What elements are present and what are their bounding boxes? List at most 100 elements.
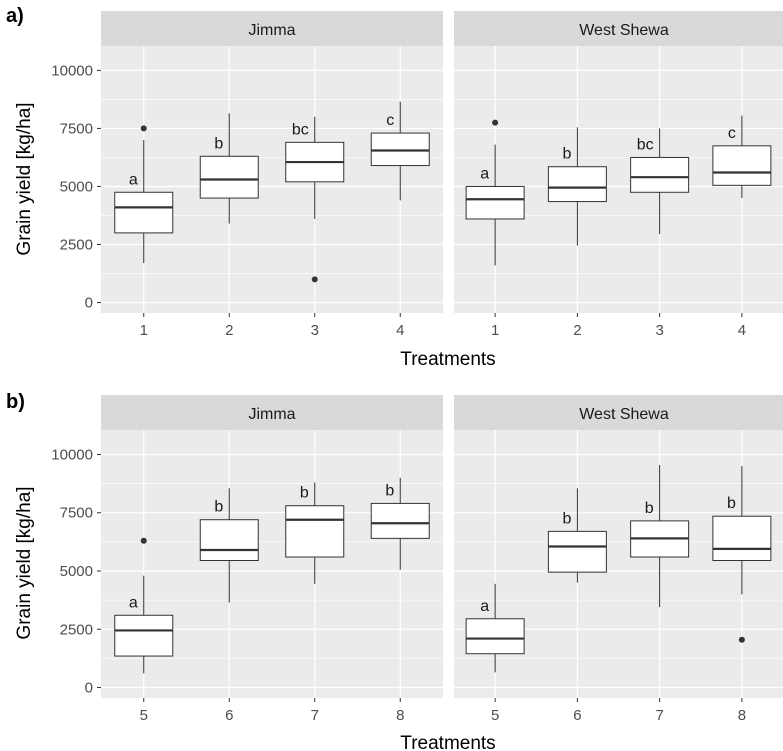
x-tick-label: 6	[225, 707, 233, 724]
y-tick-label: 5000	[60, 178, 93, 195]
panel-a: a) Grain yield [kg/ha] Treatments Jimma …	[6, 5, 783, 370]
box	[630, 156, 690, 193]
box-treatment-2: b	[199, 113, 259, 224]
panel-background	[454, 430, 783, 698]
significance-letter: b	[562, 510, 571, 527]
x-tick-label: 2	[573, 322, 581, 339]
facet-strip-label: West Shewa	[579, 22, 669, 39]
box-treatment-4: c	[712, 115, 772, 199]
panel-background	[101, 46, 443, 313]
x-tick-label: 6	[573, 707, 581, 724]
significance-letter: b	[727, 495, 736, 512]
y-axis-title: Grain yield [kg/ha]	[14, 486, 35, 639]
panel-background	[101, 430, 443, 698]
box	[285, 505, 345, 558]
facet-strip-label: West Shewa	[579, 406, 669, 423]
box	[370, 132, 430, 167]
x-tick-label: 2	[225, 322, 233, 339]
x-tick-label: 5	[140, 707, 148, 724]
y-tick-label: 10000	[51, 446, 93, 463]
box-treatment-1: a	[114, 125, 174, 264]
significance-letter: bc	[292, 121, 309, 138]
panel-b: b) Grain yield [kg/ha] Treatments Jimma …	[6, 391, 783, 751]
box	[370, 502, 430, 539]
box	[199, 155, 259, 199]
outlier-point	[140, 537, 147, 544]
facet-west-shewa: West Shewa a 1 b 2 bc 3 c 4	[454, 11, 783, 339]
box	[712, 515, 772, 562]
facet-strip	[454, 11, 783, 46]
facet-strip-label: Jimma	[248, 22, 295, 39]
significance-letter: b	[645, 500, 654, 517]
box-treatment-7: b	[285, 482, 345, 584]
box-treatment-4: c	[370, 101, 430, 201]
box-treatment-5: a	[114, 537, 174, 674]
significance-letter: b	[385, 482, 394, 499]
panel-label: a)	[6, 5, 24, 27]
y-tick-label: 2500	[60, 621, 93, 638]
box-treatment-8: b	[712, 466, 772, 643]
outlier-point	[140, 125, 147, 132]
x-tick-label: 4	[396, 322, 404, 339]
significance-letter: a	[480, 598, 489, 615]
y-tick-label: 0	[85, 295, 93, 312]
significance-letter: b	[214, 499, 223, 516]
x-tick-label: 5	[491, 707, 499, 724]
box	[547, 530, 607, 573]
box-treatment-5: a	[465, 583, 525, 673]
box-treatment-7: b	[630, 464, 690, 608]
significance-letter: b	[562, 146, 571, 163]
significance-letter: c	[728, 125, 736, 142]
x-tick-label: 7	[311, 707, 319, 724]
x-tick-label: 3	[655, 322, 663, 339]
outlier-point	[311, 276, 318, 283]
x-tick-label: 7	[655, 707, 663, 724]
y-tick-label: 0	[85, 680, 93, 697]
significance-letter: bc	[637, 136, 654, 153]
x-tick-label: 3	[311, 322, 319, 339]
significance-letter: b	[300, 485, 309, 502]
y-axis-title: Grain yield [kg/ha]	[14, 102, 35, 255]
box-treatment-6: b	[199, 488, 259, 603]
y-tick-label: 5000	[60, 563, 93, 580]
box-treatment-3: bc	[285, 116, 345, 283]
outlier-point	[492, 119, 499, 126]
x-tick-label: 1	[491, 322, 499, 339]
x-tick-label: 4	[738, 322, 746, 339]
significance-letter: b	[214, 135, 223, 152]
box	[465, 618, 525, 655]
box-treatment-6: b	[547, 488, 607, 583]
box-treatment-8: b	[370, 477, 430, 570]
outlier-point	[738, 636, 745, 643]
box	[712, 145, 772, 186]
panel-label: b)	[6, 391, 25, 413]
facet-strip-label: Jimma	[248, 406, 295, 423]
box-treatment-3: bc	[630, 128, 690, 235]
significance-letter: a	[129, 594, 138, 611]
box	[465, 185, 525, 220]
x-axis-title: Treatments	[400, 733, 495, 751]
facet-west-shewa: West Shewa a 5 b 6 b 7 b 8	[454, 395, 783, 724]
facet-strip	[101, 395, 443, 430]
significance-letter: a	[129, 171, 138, 188]
y-tick-label: 7500	[60, 120, 93, 137]
y-tick-label: 2500	[60, 237, 93, 254]
box	[199, 519, 259, 562]
x-tick-label: 8	[738, 707, 746, 724]
x-axis-title: Treatments	[400, 349, 495, 370]
box	[114, 614, 174, 657]
x-tick-label: 1	[140, 322, 148, 339]
facet-strip	[101, 11, 443, 46]
facet-strip	[454, 395, 783, 430]
y-tick-label: 7500	[60, 505, 93, 522]
significance-letter: a	[480, 165, 489, 182]
facet-jimma: Jimma 0 2500 5000 7500 10000 a 1 b 2 bc 3 c 4	[51, 11, 443, 339]
box-treatment-2: b	[547, 127, 607, 246]
y-tick-label: 10000	[51, 62, 93, 79]
box	[547, 166, 607, 203]
significance-letter: c	[386, 112, 394, 129]
box	[114, 191, 174, 234]
box-treatment-1: a	[465, 119, 525, 266]
x-tick-label: 8	[396, 707, 404, 724]
